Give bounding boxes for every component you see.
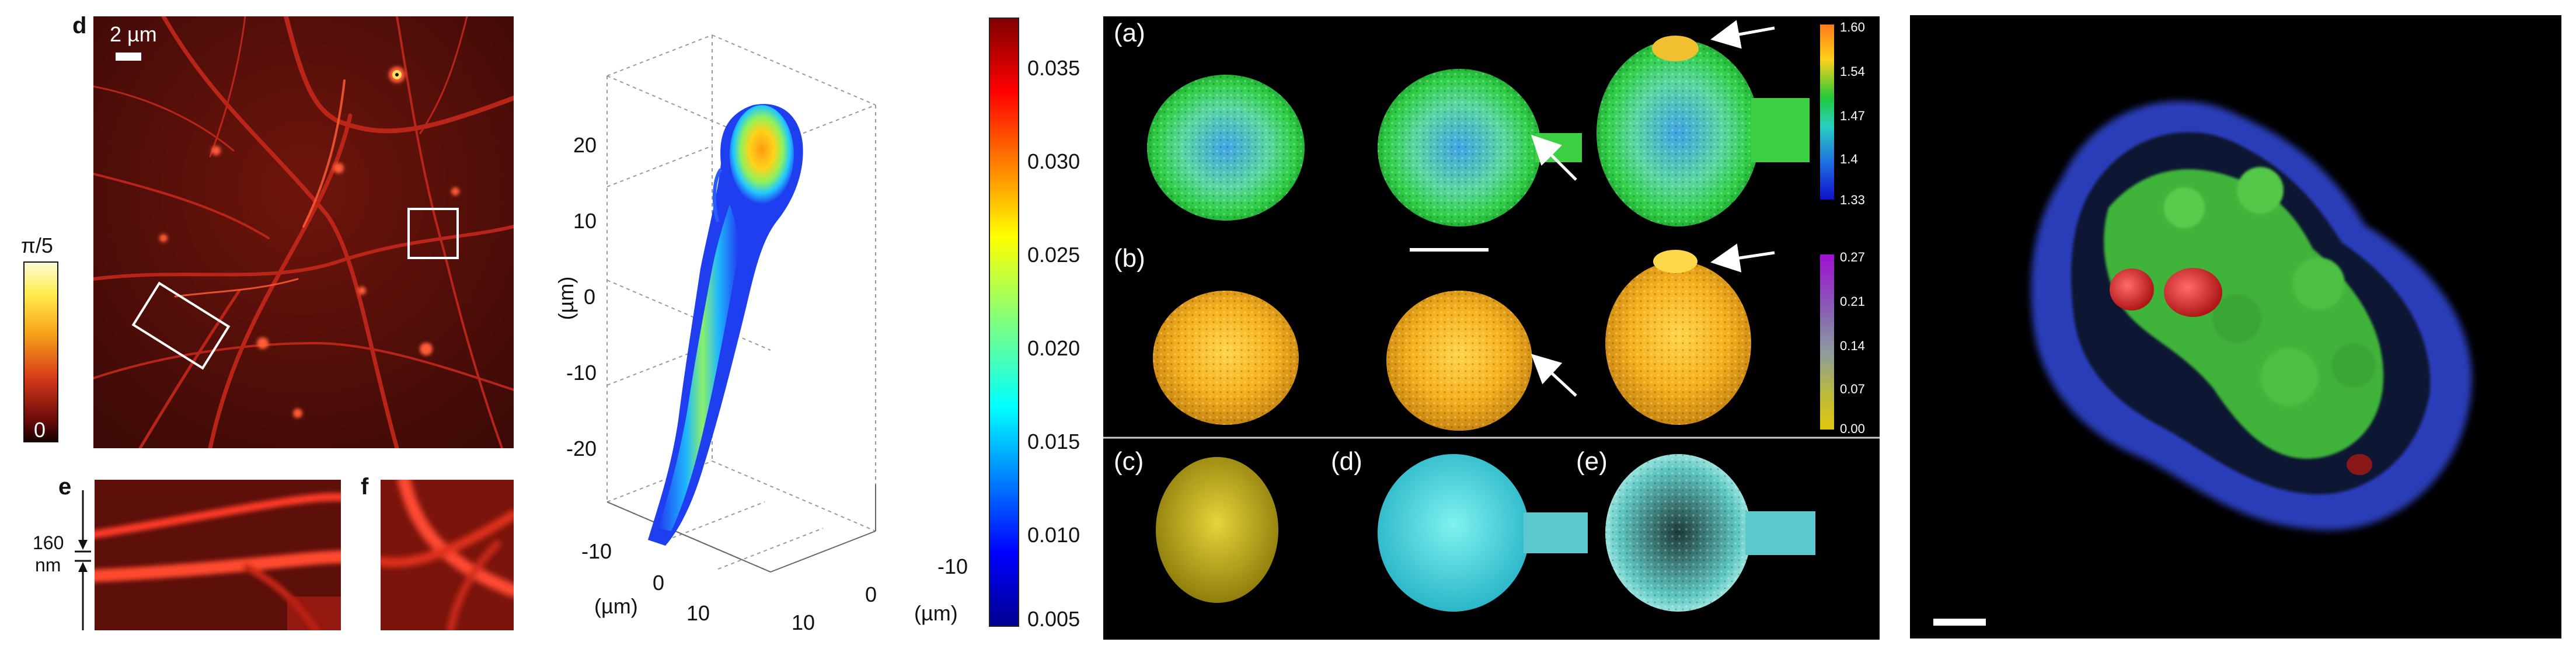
roi-box-rotated — [131, 281, 231, 370]
cbar-a-tick-2: 1.47 — [1840, 109, 1865, 123]
cytoplasm-layer — [2104, 167, 2384, 459]
cbar-tick-6: 0.005 — [1027, 607, 1080, 631]
panel-label-d: d — [72, 13, 87, 39]
panel-label-e: e — [58, 474, 72, 500]
cbar-b-tick-4: 0.00 — [1840, 421, 1865, 436]
scale-bar-label: 2 µm — [110, 22, 157, 46]
arrow-a-top — [1710, 20, 1775, 49]
x-tick-2: 10 — [686, 601, 710, 625]
x-axis-unit: (µm) — [594, 594, 638, 618]
row-cde-cells — [1156, 454, 1815, 612]
colorbar-a — [1820, 25, 1834, 200]
cbar-b-tick-0: 0.27 — [1840, 250, 1865, 264]
cbar-b-tick-2: 0.14 — [1840, 339, 1865, 353]
surface-object — [648, 104, 803, 546]
cbar-tick-0: 0.035 — [1027, 56, 1080, 80]
inset-e-image — [95, 480, 341, 630]
panel-phase-map: d 2 µm π/5 0 e 160 nm f — [0, 0, 525, 656]
colorbar-max-label: π/5 — [21, 233, 53, 257]
arrow-b-top — [1710, 243, 1775, 273]
dimension-unit: nm — [35, 554, 61, 575]
scale-bar-a — [1410, 248, 1489, 252]
scale-bar-4 — [1933, 619, 1986, 626]
cbar-tick-4: 0.015 — [1027, 430, 1080, 453]
y-tick-2: 10 — [792, 610, 815, 634]
panel-label-f: f — [361, 474, 369, 500]
cbar-a-tick-4: 1.33 — [1840, 193, 1865, 207]
label-d: (d) — [1331, 447, 1362, 476]
main-phase-image — [93, 16, 514, 448]
cbar-b-tick-1: 0.21 — [1840, 294, 1865, 309]
row-b-cells — [1153, 250, 1751, 431]
y-tick-1: 0 — [865, 582, 877, 606]
z-tick-2: 0 — [584, 285, 596, 309]
y-tick-0: -10 — [937, 554, 968, 578]
axis-box-solid — [606, 484, 876, 573]
cbar-a-tick-0: 1.60 — [1840, 20, 1865, 34]
z-tick-3: -10 — [566, 361, 597, 385]
cbar-tick-5: 0.010 — [1027, 523, 1080, 547]
label-b: (b) — [1114, 244, 1145, 273]
panel-fluorescent-cell — [1910, 15, 2561, 638]
arrow-a-mid — [1531, 134, 1577, 181]
cbar-a-tick-1: 1.54 — [1840, 64, 1865, 79]
scale-bar — [116, 53, 141, 61]
x-tick-0: -10 — [581, 539, 612, 563]
cbar-tick-1: 0.030 — [1027, 149, 1080, 173]
cbar-a-tick-3: 1.4 — [1840, 152, 1858, 166]
label-c: (c) — [1114, 447, 1144, 476]
phase-colorbar — [23, 261, 58, 442]
z-tick-4: -20 — [566, 437, 597, 460]
inset-f-image — [381, 480, 514, 630]
cbar-b-tick-3: 0.07 — [1840, 382, 1865, 396]
z-tick-0: 20 — [573, 133, 597, 157]
cbar-tick-3: 0.020 — [1027, 336, 1080, 360]
label-a: (a) — [1114, 19, 1145, 47]
roi-box-square — [407, 208, 459, 259]
z-tick-1: 10 — [573, 209, 597, 233]
dimension-value: 160 — [33, 532, 64, 553]
arrow-b-mid — [1531, 354, 1577, 397]
colorbar-min-label: 0 — [34, 418, 46, 442]
x-tick-1: 0 — [653, 571, 665, 595]
dimension-arrows — [70, 484, 93, 636]
label-e: (e) — [1576, 447, 1608, 476]
cbar-tick-2: 0.025 — [1027, 243, 1080, 267]
y-axis-unit: (µm) — [914, 601, 958, 625]
z-axis-unit: (µm) — [554, 276, 578, 320]
colorbar-b — [1820, 254, 1834, 430]
panel-3d-surface: 20 10 0 -10 -20 (µm) -10 0 10 (µm) -10 0… — [525, 0, 1097, 656]
jet-colorbar — [989, 18, 1019, 627]
nuclei — [2110, 268, 2372, 475]
row-a-cells — [1147, 36, 1810, 226]
panel-cell-renderings: (a) (b) (c) (d) (e) 1.60 1.54 1.47 1.4 1… — [1103, 16, 1880, 640]
